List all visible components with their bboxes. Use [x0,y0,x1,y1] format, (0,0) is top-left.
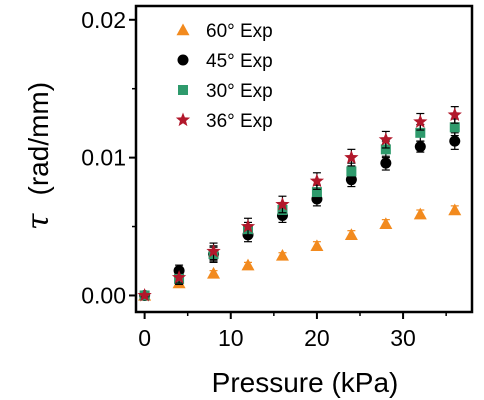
y-tick-label: 0.01 [81,145,126,171]
x-tick-label: 10 [218,325,244,351]
data-point [378,132,393,146]
legend-marker [177,54,189,66]
series-group [138,203,462,301]
x-axis-title: Pressure (kPa) [212,367,399,398]
data-point [207,266,221,279]
legend-label: 30° Exp [206,81,273,102]
y-tick-label: 0.00 [81,282,126,308]
y-tick-label: 0.02 [81,7,126,33]
series-group [139,132,461,301]
legend-marker [175,112,191,127]
data-point [346,166,357,177]
data-point [344,150,359,164]
data-point [413,114,428,128]
data-point [275,248,289,261]
x-tick-label: 30 [390,325,416,351]
data-point [240,219,256,233]
data-point [447,107,462,121]
x-tick-label: 20 [304,325,330,351]
legend-label: 60° Exp [206,21,273,42]
y-axis-title-text: τ (rad/mm) [21,82,56,230]
legend-marker [178,85,188,95]
data-point [415,127,426,138]
data-point [206,243,221,258]
data-point [449,135,461,147]
legend-label: 45° Exp [206,51,273,72]
data-point [414,141,426,153]
series-group [139,118,460,301]
plot-area-border [134,4,474,314]
series-group [137,106,462,302]
legend: 60° Exp 45° Exp 30° Exp 36° Exp [175,21,273,132]
tick-layer: 0 10 20 30 0.00 0.01 0.02 [81,7,447,351]
data-point [449,122,460,133]
plot-frame [134,4,474,314]
y-axis-units: (rad/mm) [23,82,54,196]
data-point [171,270,187,284]
data-point [448,203,462,216]
data-point [344,228,358,241]
data-point [309,173,325,188]
data-point [380,157,392,169]
data-point [310,239,324,252]
data-point [311,187,322,198]
data-point [275,196,290,211]
x-tick-label: 0 [138,325,151,351]
legend-marker [176,23,190,36]
legend-label: 36° Exp [206,111,273,132]
data-layer [137,106,462,302]
data-point [241,258,255,271]
y-axis-symbol: τ [21,213,56,230]
data-point [413,207,427,220]
data-point [380,144,391,155]
y-axis-title: τ (rad/mm) [21,82,56,230]
data-point [379,217,393,229]
data-point [137,287,152,302]
